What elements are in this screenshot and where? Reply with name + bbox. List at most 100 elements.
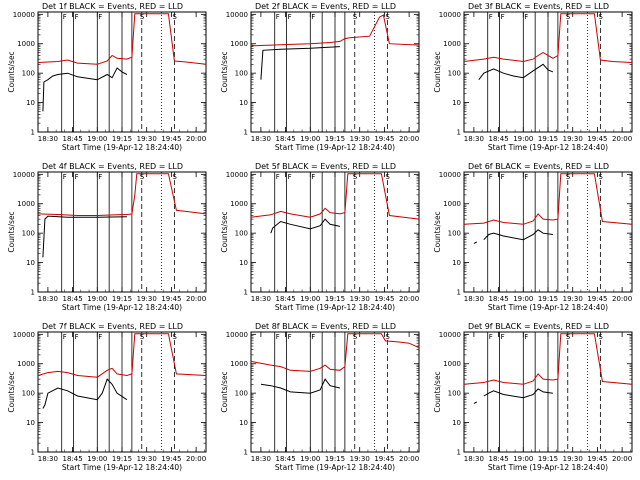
y-axis-label: Counts/sec bbox=[433, 51, 442, 92]
series-lld-line bbox=[464, 13, 632, 63]
y-tick-label: 100 bbox=[448, 230, 461, 238]
series-lld-line bbox=[251, 173, 419, 220]
y-tick-label: 10 bbox=[452, 419, 461, 427]
x-tick-label: 19:45 bbox=[587, 135, 607, 143]
chart-panel-9: Det 9f BLACK = Events, RED = LLD 1 10 100 10… bbox=[433, 322, 633, 472]
y-tick-label: 1000 bbox=[443, 200, 461, 208]
marker-label-s: S bbox=[140, 333, 145, 341]
marker-label-f: F bbox=[63, 13, 67, 21]
series-events-line bbox=[473, 241, 478, 244]
x-tick-label: 19:30 bbox=[350, 135, 370, 143]
chart-title: Det 1f BLACK = Events, RED = LLD bbox=[42, 2, 183, 11]
x-tick-label: 18:45 bbox=[275, 455, 295, 463]
x-tick-label: 20:00 bbox=[186, 135, 206, 143]
x-tick-label: 20:00 bbox=[186, 295, 206, 303]
x-tick-label: 20:00 bbox=[612, 135, 632, 143]
x-tick-label: 18:30 bbox=[38, 135, 58, 143]
x-axis-label: Start Time (19-Apr-12 18:24:40) bbox=[275, 463, 395, 472]
x-tick-label: 18:30 bbox=[251, 295, 271, 303]
marker-label-f: F bbox=[501, 13, 505, 21]
x-tick-label: 18:30 bbox=[251, 135, 271, 143]
y-tick-label: 100 bbox=[235, 230, 248, 238]
marker-label-f: F bbox=[63, 333, 67, 341]
chart-title: Det 3f BLACK = Events, RED = LLD bbox=[468, 2, 609, 11]
y-tick-label: 1 bbox=[244, 129, 248, 137]
x-tick-label: 18:30 bbox=[38, 295, 58, 303]
x-tick-label: 19:30 bbox=[137, 455, 157, 463]
marker-label-s: S bbox=[598, 13, 603, 21]
series-events-line bbox=[270, 218, 341, 234]
x-axis-label: Start Time (19-Apr-12 18:24:40) bbox=[62, 303, 182, 312]
x-tick-label: 19:30 bbox=[350, 455, 370, 463]
y-axis-label: Counts/sec bbox=[433, 371, 442, 412]
y-axis-label: Counts/sec bbox=[220, 371, 229, 412]
x-tick-label: 19:15 bbox=[538, 135, 558, 143]
marker-label-f: F bbox=[276, 333, 280, 341]
marker-label-f: F bbox=[489, 13, 493, 21]
series-lld-line bbox=[464, 173, 632, 225]
chart-panel-6: Det 6f BLACK = Events, RED = LLD 1 10 100 10… bbox=[433, 162, 633, 312]
y-tick-label: 1000 bbox=[443, 40, 461, 48]
x-tick-label: 19:00 bbox=[87, 135, 107, 143]
x-axis-label: Start Time (19-Apr-12 18:24:40) bbox=[62, 463, 182, 472]
y-axis-label: Counts/sec bbox=[7, 51, 16, 92]
y-tick-label: 10 bbox=[26, 419, 35, 427]
marker-label-s: S bbox=[140, 13, 145, 21]
x-tick-label: 19:45 bbox=[161, 295, 181, 303]
marker-label-s: S bbox=[353, 333, 358, 341]
x-tick-label: 19:15 bbox=[112, 135, 132, 143]
x-tick-label: 19:15 bbox=[112, 455, 132, 463]
x-tick-label: 19:00 bbox=[87, 295, 107, 303]
chart-panel-3: Det 3f BLACK = Events, RED = LLD 1 10 100 10… bbox=[433, 2, 633, 152]
y-axis-label: Counts/sec bbox=[220, 51, 229, 92]
x-tick-label: 19:00 bbox=[300, 455, 320, 463]
marker-label-s: S bbox=[566, 13, 571, 21]
series-lld-line bbox=[464, 333, 632, 385]
y-tick-label: 10000 bbox=[13, 331, 35, 339]
y-tick-label: 10 bbox=[239, 419, 248, 427]
x-tick-label: 19:45 bbox=[161, 135, 181, 143]
x-tick-label: 18:30 bbox=[251, 455, 271, 463]
series-events-line bbox=[260, 46, 340, 80]
chart-title: Det 4f BLACK = Events, RED = LLD bbox=[42, 162, 183, 171]
series-events-line bbox=[42, 378, 128, 409]
x-tick-label: 19:15 bbox=[325, 135, 345, 143]
marker-label-f: F bbox=[288, 333, 292, 341]
y-tick-label: 1 bbox=[31, 449, 35, 457]
y-axis-label: Counts/sec bbox=[7, 211, 16, 252]
marker-label-s: S bbox=[353, 13, 358, 21]
x-tick-label: 19:15 bbox=[538, 455, 558, 463]
y-axis-label: Counts/sec bbox=[220, 211, 229, 252]
marker-label-s: S bbox=[598, 333, 603, 341]
x-tick-label: 19:00 bbox=[513, 295, 533, 303]
x-tick-label: 19:00 bbox=[513, 455, 533, 463]
x-tick-label: 19:45 bbox=[587, 455, 607, 463]
x-tick-label: 20:00 bbox=[186, 455, 206, 463]
marker-label-f: F bbox=[524, 173, 528, 181]
x-tick-label: 19:45 bbox=[587, 295, 607, 303]
y-tick-label: 10000 bbox=[226, 11, 248, 19]
x-tick-label: 19:00 bbox=[87, 455, 107, 463]
x-tick-label: 19:30 bbox=[137, 135, 157, 143]
marker-label-s: S bbox=[385, 173, 390, 181]
marker-label-s: S bbox=[172, 13, 177, 21]
x-tick-label: 19:15 bbox=[538, 295, 558, 303]
chart-title: Det 9f BLACK = Events, RED = LLD bbox=[468, 322, 609, 331]
marker-label-f: F bbox=[501, 333, 505, 341]
y-tick-label: 100 bbox=[22, 70, 35, 78]
x-tick-label: 19:00 bbox=[300, 135, 320, 143]
marker-label-f: F bbox=[276, 173, 280, 181]
x-tick-label: 19:45 bbox=[374, 295, 394, 303]
x-tick-label: 19:45 bbox=[374, 135, 394, 143]
y-tick-label: 10000 bbox=[13, 11, 35, 19]
chart-panel-7: Det 7f BLACK = Events, RED = LLD 1 10 100 10… bbox=[7, 322, 207, 472]
marker-label-f: F bbox=[98, 333, 102, 341]
marker-label-f: F bbox=[75, 13, 79, 21]
x-tick-label: 19:30 bbox=[350, 295, 370, 303]
marker-label-f: F bbox=[98, 173, 102, 181]
y-tick-label: 1 bbox=[457, 129, 461, 137]
y-tick-label: 10000 bbox=[439, 11, 461, 19]
y-tick-label: 1000 bbox=[230, 200, 248, 208]
marker-label-f: F bbox=[501, 173, 505, 181]
